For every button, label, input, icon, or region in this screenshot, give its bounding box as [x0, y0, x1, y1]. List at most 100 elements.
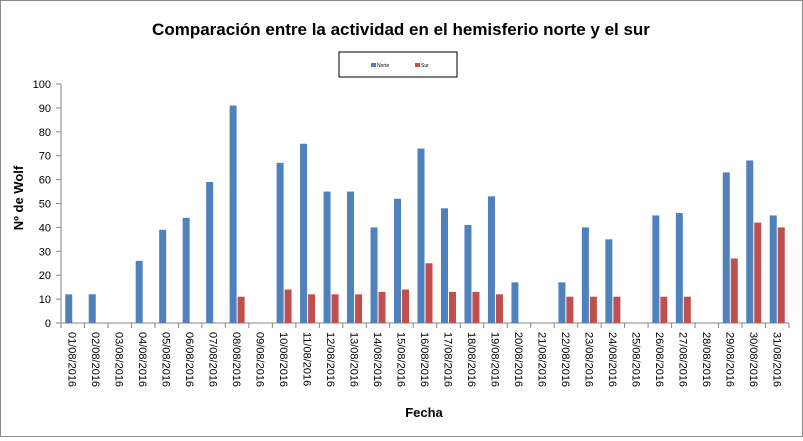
legend-box — [338, 51, 458, 78]
y-axis-title: Nº de Wolf — [11, 165, 26, 230]
x-tick-label: 13/08/2016 — [348, 332, 360, 387]
x-tick-label: 03/08/2016 — [113, 332, 125, 387]
legend-label-sur: Sur — [421, 63, 429, 69]
x-tick-label: 17/08/2016 — [441, 332, 453, 387]
x-tick-label: 27/08/2016 — [676, 332, 688, 387]
x-tick-label: 19/08/2016 — [488, 332, 500, 387]
bar-norte-7 — [206, 181, 214, 323]
bar-norte-10 — [276, 162, 284, 323]
x-tick-label: 24/08/2016 — [606, 332, 618, 387]
y-tick-label: 90 — [39, 103, 51, 115]
x-tick-label: 14/08/2016 — [371, 332, 383, 387]
bar-norte-20 — [511, 282, 519, 323]
bar-norte-15 — [394, 198, 402, 323]
bar-norte-31 — [769, 215, 777, 323]
bar-sur-26 — [660, 296, 668, 323]
y-tick-label: 60 — [39, 175, 51, 187]
bar-norte-30 — [746, 160, 754, 323]
bar-norte-29 — [722, 172, 730, 323]
x-tick-label: 26/08/2016 — [653, 332, 665, 387]
bar-sur-16 — [425, 263, 433, 323]
x-tick-label: 12/08/2016 — [324, 332, 336, 387]
bar-sur-13 — [355, 294, 363, 323]
bar-norte-1 — [65, 294, 73, 323]
y-tick-label: 30 — [39, 246, 51, 258]
x-tick-label: 11/08/2016 — [301, 332, 313, 386]
bar-sur-15 — [402, 289, 410, 323]
bar-norte-8 — [229, 105, 237, 323]
legend-swatch-sur — [415, 63, 420, 67]
bar-sur-31 — [777, 227, 785, 323]
y-tick-label: 70 — [39, 151, 51, 163]
x-axis-title: Fecha — [405, 405, 443, 420]
bar-norte-17 — [440, 208, 448, 323]
bar-norte-27 — [675, 213, 683, 323]
x-tick-label: 02/08/2016 — [89, 332, 101, 387]
bar-norte-12 — [323, 191, 331, 323]
y-axis: 0 10 20 30 40 50 60 70 80 90 100 — [33, 79, 62, 330]
bar-norte-24 — [605, 239, 613, 323]
bar-sur-23 — [589, 296, 597, 323]
y-tick-label: 80 — [39, 127, 51, 139]
x-tick-label: 23/08/2016 — [582, 332, 594, 387]
bar-sur-8 — [237, 296, 245, 323]
bar-norte-14 — [370, 227, 378, 323]
bar-sur-27 — [683, 296, 691, 323]
x-tick-label: 07/08/2016 — [207, 332, 219, 387]
bar-norte-6 — [182, 217, 190, 323]
x-tick-label: 30/08/2016 — [747, 332, 759, 387]
x-tick-label: 21/08/2016 — [535, 332, 547, 387]
x-tick-label: 01/08/2016 — [66, 332, 78, 387]
x-tick-label: 28/08/2016 — [700, 332, 712, 387]
bar-norte-23 — [581, 227, 589, 323]
legend-label-norte: Norte — [377, 63, 389, 69]
x-tick-label: 09/08/2016 — [254, 332, 266, 387]
x-tick-label: 20/08/2016 — [512, 332, 524, 387]
x-tick-label: 29/08/2016 — [723, 332, 735, 387]
bar-norte-2 — [88, 294, 96, 323]
bar-sur-10 — [284, 289, 292, 323]
x-tick-label: 15/08/2016 — [395, 332, 407, 387]
x-tick-label: 05/08/2016 — [160, 332, 172, 387]
bar-norte-11 — [300, 143, 308, 323]
legend: Norte Sur — [338, 51, 458, 78]
bar-norte-4 — [135, 260, 143, 323]
bar-norte-16 — [417, 148, 425, 323]
bars — [65, 105, 785, 323]
bar-sur-29 — [730, 258, 738, 323]
y-tick-label: 20 — [39, 270, 51, 282]
bar-sur-18 — [472, 291, 480, 323]
y-tick-label: 40 — [39, 222, 51, 234]
x-tick-label: 18/08/2016 — [465, 332, 477, 387]
y-tick-label: 50 — [39, 199, 51, 211]
bar-sur-24 — [613, 296, 621, 323]
x-tick-label: 25/08/2016 — [629, 332, 641, 387]
y-tick-label: 10 — [39, 294, 51, 306]
bar-sur-17 — [448, 291, 456, 323]
x-tick-label: 04/08/2016 — [136, 332, 148, 387]
bar-norte-22 — [558, 282, 566, 323]
x-tick-label: 31/08/2016 — [770, 332, 782, 387]
bar-sur-11 — [308, 294, 316, 323]
bar-norte-13 — [347, 191, 355, 323]
bar-sur-30 — [754, 222, 762, 323]
bar-norte-26 — [652, 215, 660, 323]
y-tick-label: 0 — [45, 318, 51, 330]
bar-norte-5 — [159, 229, 167, 323]
bar-sur-22 — [566, 296, 574, 323]
x-tick-label: 08/08/2016 — [230, 332, 242, 387]
bar-norte-18 — [464, 225, 472, 323]
y-tick-label: 100 — [33, 79, 51, 91]
x-tick-label: 10/08/2016 — [277, 332, 289, 387]
bar-norte-19 — [487, 196, 495, 323]
chart-title: Comparación entre la actividad en el hem… — [152, 20, 650, 39]
bar-sur-14 — [378, 291, 386, 323]
legend-swatch-norte — [371, 63, 376, 67]
bar-sur-19 — [495, 294, 503, 323]
x-tick-label: 06/08/2016 — [183, 332, 195, 387]
x-tick-label: 22/08/2016 — [559, 332, 571, 387]
x-axis: 01/08/2016 02/08/2016 03/08/2016 04/08/2016… — [60, 322, 790, 387]
bar-sur-12 — [331, 294, 339, 323]
